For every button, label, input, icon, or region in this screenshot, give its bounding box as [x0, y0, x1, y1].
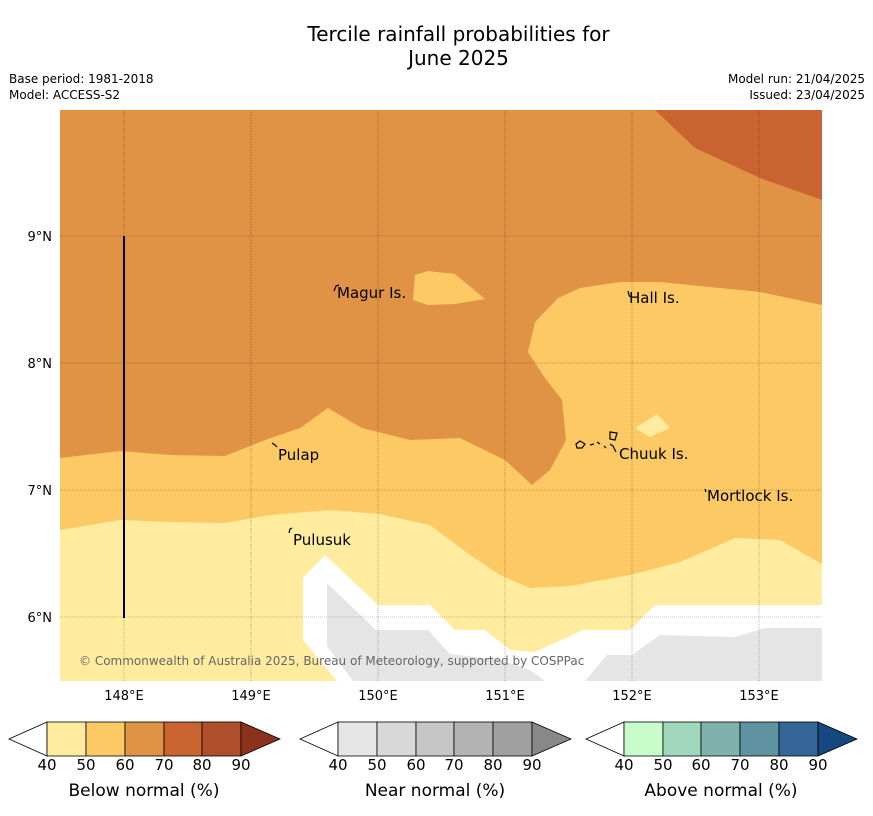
colorbar-below-segment-1	[46, 721, 87, 757]
place-label-magur: Magur Is.	[337, 284, 406, 302]
lon-label-148: 148°E	[104, 689, 144, 704]
pulap-island-outline	[271, 442, 278, 448]
colorbar-above-tick: 40	[614, 756, 634, 774]
lat-label-8n: 8°N	[28, 357, 53, 372]
colorbar-above-segment-1	[623, 721, 664, 757]
colorbar-below-tick: 60	[115, 756, 135, 774]
colorbar-below-label: Below normal (%)	[68, 781, 220, 801]
colorbar-above-tick: 50	[653, 756, 673, 774]
colorbar-above	[585, 721, 859, 757]
near-normal-region-east	[585, 628, 822, 681]
hall-island-outline	[627, 290, 631, 298]
colorbar-near-tick: 90	[522, 756, 542, 774]
chuuk-islands-outline	[575, 431, 618, 453]
colorbar-above-tick: 60	[691, 756, 711, 774]
lon-label-151: 151°E	[485, 689, 525, 704]
colorbar-near-tick: 60	[406, 756, 426, 774]
colorbar-below	[8, 721, 282, 757]
colorbar-near-tick: 40	[328, 756, 348, 774]
lat-label-9n: 9°N	[28, 230, 53, 245]
colorbar-above-tick: 80	[769, 756, 789, 774]
colorbar-below-tick: 40	[37, 756, 57, 774]
map-gridlines	[60, 110, 822, 681]
lon-label-150: 150°E	[358, 689, 398, 704]
colorbar-near-label: Near normal (%)	[364, 781, 506, 801]
colorbar-near-segment-2	[376, 721, 417, 757]
colorbar-near	[299, 721, 573, 757]
below-40-50-patch-chuuk	[635, 414, 670, 437]
magur-island-outline	[333, 284, 340, 292]
place-label-mortlock: Mortlock Is.	[707, 487, 793, 505]
colorbar-above-tick: 70	[730, 756, 750, 774]
lon-label-153: 153°E	[739, 689, 779, 704]
colorbar-near-tick: 80	[483, 756, 503, 774]
meta-right: Model run: 21/04/2025 Issued: 23/04/2025	[728, 71, 865, 103]
colorbar-below-segment-4	[163, 721, 203, 757]
probability-shading	[60, 110, 822, 681]
colorbar-above-segment-2	[662, 721, 702, 757]
colorbar-below-tick: 80	[192, 756, 212, 774]
colorbar-above-segment-6	[817, 721, 859, 757]
colorbar-above-segment-0	[585, 721, 625, 757]
place-label-hall: Hall Is.	[629, 289, 680, 307]
model-run: Model run: 21/04/2025	[727, 72, 865, 86]
colorbar-above-segment-4	[739, 721, 780, 757]
colorbar-below-segment-6	[240, 721, 282, 757]
lon-label-152: 152°E	[612, 689, 652, 704]
colorbar-near-segment-3	[415, 721, 455, 757]
title-line-1: Tercile rainfall probabilities for	[307, 22, 610, 46]
colorbar-near-tick: 70	[444, 756, 464, 774]
base-period: Base period: 1981-2018	[9, 72, 154, 86]
near-normal-region-west	[327, 583, 545, 681]
colorbar-near-tick: 50	[367, 756, 387, 774]
place-label-chuuk: Chuuk Is.	[619, 445, 688, 463]
colorbar-below-segment-2	[85, 721, 126, 757]
model-name: Model: ACCESS-S2	[9, 88, 121, 102]
issued-date: Issued: 23/04/2025	[749, 88, 865, 102]
map-title: Tercile rainfall probabilities for June …	[0, 22, 873, 70]
place-labels: Magur Is. Hall Is. Pulap Chuuk Is. Mortl…	[278, 284, 793, 549]
latitude-labels: 9°N 8°N 7°N 6°N	[28, 230, 53, 626]
colorbar-below-segment-3	[124, 721, 165, 757]
below-70-80-region	[655, 110, 822, 200]
meta-left: Base period: 1981-2018 Model: ACCESS-S2	[9, 71, 154, 103]
lon-label-149: 149°E	[231, 689, 271, 704]
colorbar-above-label: Above normal (%)	[644, 781, 798, 801]
copyright-notice: © Commonwealth of Australia 2025, Bureau…	[79, 654, 584, 668]
place-label-pulusuk: Pulusuk	[293, 531, 351, 549]
longitude-labels: 148°E 149°E 150°E 151°E 152°E 153°E	[104, 689, 779, 704]
colorbar-near-segment-4	[453, 721, 494, 757]
below-50-60-patch-magur	[413, 271, 485, 305]
colorbar-near-segment-5	[492, 721, 533, 757]
island-outlines	[271, 284, 707, 534]
lat-label-7n: 7°N	[28, 484, 53, 499]
colorbar-near-segment-1	[337, 721, 378, 757]
title-line-2: June 2025	[408, 46, 509, 70]
colorbar-below-tick: 50	[76, 756, 96, 774]
colorbar-above-tick: 90	[808, 756, 828, 774]
colorbar-above-segment-5	[778, 721, 819, 757]
colorbar-below-tick: 70	[154, 756, 174, 774]
colorbar-below-segment-0	[8, 721, 48, 757]
colorbar-below-tick: 90	[231, 756, 251, 774]
lat-label-6n: 6°N	[28, 611, 53, 626]
colorbar-near-segment-0	[299, 721, 339, 757]
pulusuk-island-outline	[288, 527, 293, 534]
colorbar-near-segment-6	[531, 721, 573, 757]
colorbar-below-segment-5	[201, 721, 242, 757]
place-label-pulap: Pulap	[278, 446, 319, 464]
colorbar-above-segment-3	[700, 721, 741, 757]
mortlock-island-outline	[704, 488, 707, 493]
